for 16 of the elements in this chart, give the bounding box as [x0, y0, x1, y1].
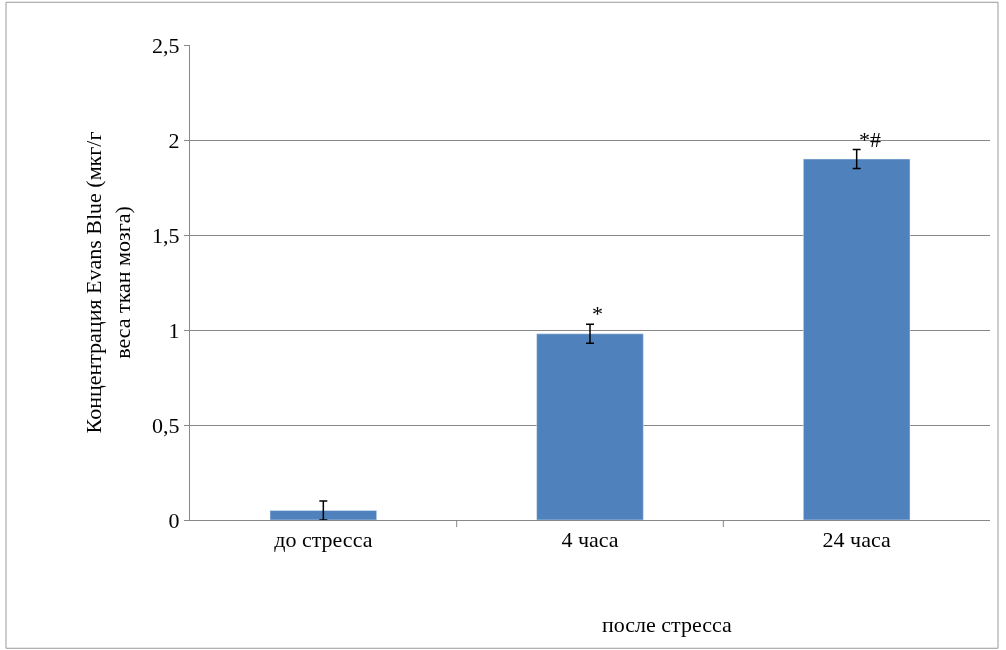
bar: [269, 510, 377, 520]
y-tick-label: 0,5: [152, 412, 180, 438]
y-tick-label: 2,5: [152, 32, 180, 58]
bar: [803, 158, 911, 520]
x-tick-label: до стресса: [274, 527, 373, 553]
x-tick-label: 24 часа: [822, 527, 891, 553]
y-tick-label: 2: [168, 127, 180, 153]
y-tick-label: 0: [168, 507, 180, 533]
annotation: *#: [859, 127, 881, 152]
bar: [536, 333, 644, 520]
y-tick-label: 1: [168, 317, 180, 343]
x-tick-label: 4 часа: [561, 527, 619, 553]
annotation: *: [592, 301, 603, 326]
y-tick-label: 1,5: [152, 222, 180, 248]
text: после стресса: [602, 612, 733, 637]
y-axis-title: Концентрация Evans Blue (мкг/г веса ткан мозга): [81, 131, 135, 434]
